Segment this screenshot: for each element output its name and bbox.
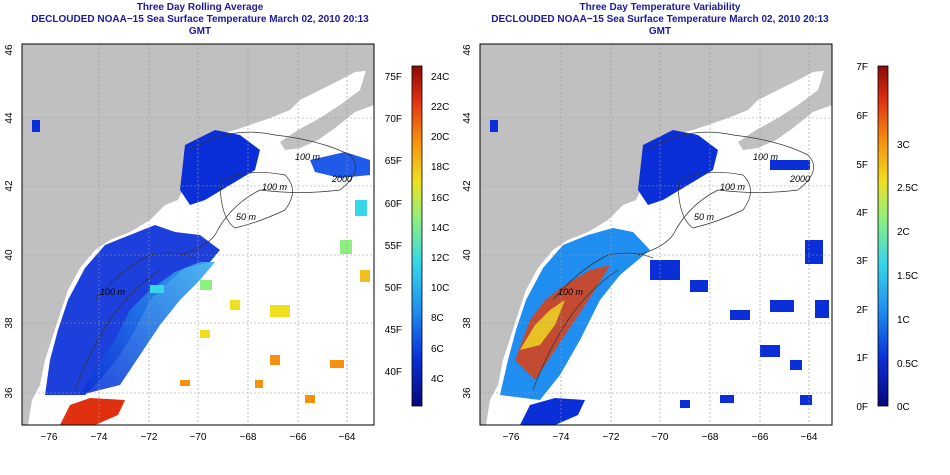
left-cb-f-3: 60F xyxy=(385,199,402,210)
left-x-tick-6: −64 xyxy=(339,432,356,443)
left-y-tick-3: 42 xyxy=(4,180,15,192)
left-cb-c-2: 20C xyxy=(431,132,449,143)
left-title-line1: Three Day Rolling Average xyxy=(136,2,264,13)
left-contour-label-5: 100 m xyxy=(100,287,126,297)
right-cb-f-2: 5F xyxy=(856,160,868,171)
right-y-tick-2: 40 xyxy=(462,249,473,261)
right-x-tick-3: −70 xyxy=(652,432,669,443)
right-contour-label-3: 100 m xyxy=(720,182,746,192)
left-cb-c-8: 8C xyxy=(431,313,444,324)
left-x-tick-4: −68 xyxy=(240,432,257,443)
right-cb-f-0: 7F xyxy=(856,62,868,73)
left-cb-c-5: 14C xyxy=(431,223,449,234)
left-cb-c-6: 12C xyxy=(431,253,449,264)
right-cb-c-5: 0.5C xyxy=(897,359,918,370)
left-cb-f-0: 75F xyxy=(385,72,402,83)
right-y-tick-4: 44 xyxy=(462,112,473,124)
left-y-tick-5: 46 xyxy=(4,44,15,56)
right-grid xyxy=(480,44,832,425)
left-cb-c-1: 22C xyxy=(431,102,449,113)
left-cb-c-9: 6C xyxy=(431,344,444,355)
left-cb-f-7: 40F xyxy=(385,367,402,378)
right-cb-f-7: 0F xyxy=(856,402,868,413)
left-cb-c-10: 4C xyxy=(431,374,444,385)
right-cb-f-6: 1F xyxy=(856,353,868,364)
right-cb-c-2: 2C xyxy=(897,227,910,238)
left-contour-label-3: 100 m xyxy=(262,182,288,192)
left-cb-f-4: 55F xyxy=(385,241,402,252)
right-contour-label-2: 2000 xyxy=(789,174,810,184)
left-land-us-coast xyxy=(22,44,374,425)
left-sst-offshore-patches xyxy=(32,120,370,403)
left-contour-label-4: 50 m xyxy=(236,212,257,222)
left-cb-f-2: 65F xyxy=(385,156,402,167)
right-x-tick-0: −76 xyxy=(503,432,520,443)
right-bathymetry-contours xyxy=(532,131,814,391)
left-x-tick-3: −70 xyxy=(190,432,207,443)
right-var-peak xyxy=(520,300,565,350)
left-sst-gulf-stream xyxy=(60,398,125,425)
left-x-tick-1: −74 xyxy=(91,432,108,443)
left-x-tick-2: −72 xyxy=(141,432,158,443)
right-x-tick-4: −68 xyxy=(702,432,719,443)
left-contour-label-1: 100 m xyxy=(295,152,321,162)
left-x-tick-0: −76 xyxy=(41,432,58,443)
right-title-line1: Three Day Temperature Variability xyxy=(579,2,741,13)
right-map xyxy=(480,44,832,425)
left-colorbar xyxy=(411,65,423,407)
right-var-gulf-stream xyxy=(520,398,585,425)
right-cb-c-6: 0C xyxy=(897,402,910,413)
right-var-high xyxy=(515,265,610,380)
left-title-line2: DECLOUDED NOAA−15 Sea Surface Temperatur… xyxy=(31,14,369,37)
right-cb-c-4: 1C xyxy=(897,315,910,326)
right-land-us-coast xyxy=(480,44,832,425)
right-var-offshore-patches xyxy=(490,120,829,408)
right-x-tick-2: −72 xyxy=(603,432,620,443)
left-cb-f-1: 70F xyxy=(385,114,402,125)
right-y-tick-5: 46 xyxy=(462,44,473,56)
left-cb-f-5: 50F xyxy=(385,283,402,294)
right-cb-c-0: 3C xyxy=(897,140,910,151)
right-cb-c-3: 1.5C xyxy=(897,271,918,282)
left-cb-c-7: 10C xyxy=(431,283,449,294)
left-cb-c-3: 18C xyxy=(431,162,449,173)
right-y-tick-0: 36 xyxy=(462,387,473,399)
left-y-tick-2: 40 xyxy=(4,249,15,261)
left-land-nova-scotia xyxy=(280,44,374,150)
left-contour-label-2: 2000 xyxy=(331,174,352,184)
left-sst-gradient xyxy=(80,262,215,395)
right-title-line2: DECLOUDED NOAA−15 Sea Surface Temperatur… xyxy=(491,14,829,37)
left-grid xyxy=(22,44,374,425)
right-contour-label-5: 100 m xyxy=(558,287,584,297)
right-cb-c-1: 2.5C xyxy=(897,183,918,194)
left-x-tick-5: −66 xyxy=(290,432,307,443)
right-x-tick-6: −64 xyxy=(801,432,818,443)
left-y-tick-1: 38 xyxy=(4,317,15,329)
left-y-tick-4: 44 xyxy=(4,112,15,124)
right-y-tick-3: 42 xyxy=(462,180,473,192)
left-y-tick-0: 36 xyxy=(4,387,15,399)
right-cb-f-4: 3F xyxy=(856,256,868,267)
right-contour-label-1: 100 m xyxy=(753,152,779,162)
right-land-nova-scotia xyxy=(738,44,832,150)
right-title: Three Day Temperature Variability DECLOU… xyxy=(485,2,835,38)
right-map-frame xyxy=(479,43,833,426)
left-cb-c-0: 24C xyxy=(431,72,449,83)
left-bathymetry-contours xyxy=(74,131,356,391)
left-cb-f-6: 45F xyxy=(385,325,402,336)
right-cb-f-5: 2F xyxy=(856,305,868,316)
left-map xyxy=(22,44,374,425)
left-map-frame xyxy=(21,43,375,426)
right-contour-label-4: 50 m xyxy=(694,212,715,222)
left-cb-c-4: 16C xyxy=(431,193,449,204)
right-cb-f-3: 4F xyxy=(856,208,868,219)
right-x-tick-1: −74 xyxy=(553,432,570,443)
right-x-tick-5: −66 xyxy=(752,432,769,443)
left-title: Three Day Rolling Average DECLOUDED NOAA… xyxy=(30,2,370,38)
right-colorbar xyxy=(877,65,889,407)
right-cb-f-1: 6F xyxy=(856,111,868,122)
right-y-tick-1: 38 xyxy=(462,317,473,329)
